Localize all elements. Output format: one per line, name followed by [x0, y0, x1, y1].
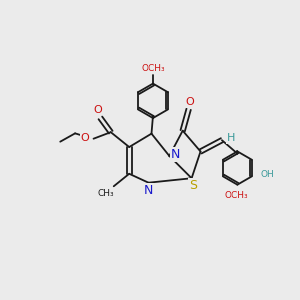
- Text: H: H: [227, 133, 235, 143]
- Text: O: O: [93, 105, 102, 115]
- Text: OCH₃: OCH₃: [224, 191, 248, 200]
- Text: CH₃: CH₃: [97, 189, 114, 198]
- Text: OH: OH: [260, 170, 274, 179]
- Text: N: N: [171, 148, 180, 161]
- Text: S: S: [189, 179, 197, 192]
- Text: OCH₃: OCH₃: [141, 64, 165, 73]
- Text: O: O: [80, 133, 89, 143]
- Text: O: O: [186, 97, 194, 107]
- Text: N: N: [144, 184, 153, 196]
